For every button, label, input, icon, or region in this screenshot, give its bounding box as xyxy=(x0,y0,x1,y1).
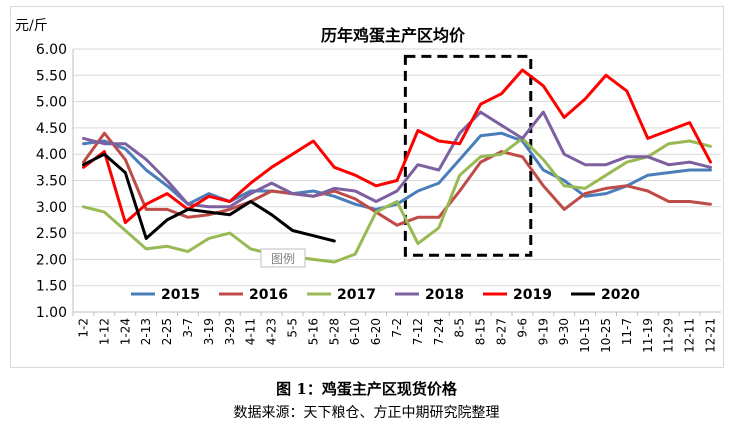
chart-title: 历年鸡蛋主产区均价 xyxy=(321,26,466,45)
highlight-box-layer xyxy=(403,54,533,257)
y-tick-label: 3.50 xyxy=(36,174,67,190)
x-tick-label: 5-5 xyxy=(285,318,299,338)
y-tick-label: 1.50 xyxy=(36,279,67,295)
x-tick-label: 2-25 xyxy=(160,318,174,345)
y-tick-label: 5.00 xyxy=(36,95,67,111)
y-tick-label: 2.50 xyxy=(36,226,67,242)
y-tick-label: 4.50 xyxy=(36,121,67,137)
x-tick-label: 5-28 xyxy=(327,318,341,345)
y-tick-label: 2.00 xyxy=(36,252,67,268)
x-tick-label: 6-10 xyxy=(348,318,362,345)
figure-caption: 图 1：鸡蛋主产区现货价格 xyxy=(276,380,457,398)
legend-label-2018: 2018 xyxy=(425,287,464,303)
y-tick-label: 4.00 xyxy=(36,147,67,163)
series-line-2016 xyxy=(82,131,712,227)
y-tick-label: 1.00 xyxy=(36,305,67,321)
chart-frame: 历年鸡蛋主产区均价 元/斤 1.00 1.50 2.00 2.50 3.00 3.50 4.… xyxy=(10,6,724,368)
x-tick-label: 4-23 xyxy=(265,318,279,345)
x-tick-label: 7-24 xyxy=(432,318,446,345)
x-tick-label: 10-25 xyxy=(599,318,613,353)
x-tick-label: 1-24 xyxy=(118,318,132,345)
y-tick-label: 6.00 xyxy=(36,42,67,58)
x-tick-label: 12-11 xyxy=(683,318,697,353)
data-source: 数据来源：天下粮仓、方正中期研究院整理 xyxy=(233,405,500,421)
highlight-box xyxy=(403,54,533,257)
x-tick-label: 9-30 xyxy=(557,318,571,345)
series-line-2020 xyxy=(82,152,336,243)
legend-label-2015: 2015 xyxy=(161,287,200,303)
legend-label-2019: 2019 xyxy=(513,287,552,303)
x-tick-label: 5-16 xyxy=(306,318,320,345)
x-tick-label: 2-13 xyxy=(139,318,153,345)
x-tick-label: 11-29 xyxy=(662,318,676,353)
x-tick-label: 8-15 xyxy=(474,318,488,345)
y-tick-label: 3.00 xyxy=(36,200,67,216)
series-layer xyxy=(82,68,712,264)
legend-annotation-label: 图例 xyxy=(271,252,295,266)
x-tick-label: 1-2 xyxy=(76,318,90,338)
legend-label-2017: 2017 xyxy=(337,287,376,303)
series-line-2019 xyxy=(82,68,712,225)
x-tick-label: 12-21 xyxy=(704,318,718,353)
x-tick-label: 1-12 xyxy=(97,318,111,345)
x-tick-label: 10-15 xyxy=(578,318,592,353)
x-tick-label: 6-20 xyxy=(369,318,383,345)
x-tick-label: 7-12 xyxy=(411,318,425,345)
x-tick-label: 4-11 xyxy=(244,318,258,345)
x-tick-label: 3-29 xyxy=(223,318,237,345)
y-tick-label: 5.50 xyxy=(36,68,67,84)
x-tick-label: 11-7 xyxy=(620,318,634,345)
x-tick-label: 11-19 xyxy=(641,318,655,353)
x-tick-label: 9-6 xyxy=(515,318,529,338)
x-tick-label: 8-27 xyxy=(495,318,509,345)
chart-svg: 历年鸡蛋主产区均价 元/斤 1.00 1.50 2.00 2.50 3.00 3.50 4.… xyxy=(15,18,721,353)
legend-label-2020: 2020 xyxy=(601,287,640,303)
x-tick-label: 3-19 xyxy=(202,318,216,345)
x-tick-label: 8-5 xyxy=(453,318,467,338)
series-line-2015 xyxy=(82,131,712,211)
x-tick-label: 3-7 xyxy=(181,318,195,338)
series-line-2017 xyxy=(82,136,712,264)
axis-layer: 1.00 1.50 2.00 2.50 3.00 3.50 4.00 4.50 5.00 5.50… xyxy=(36,42,721,353)
legend-label-2016: 2016 xyxy=(249,287,288,303)
legend-annotation: 图例 xyxy=(260,248,306,268)
y-axis-label: 元/斤 xyxy=(15,18,48,34)
legend: 2015 2016 2017 2018 2019 2020 xyxy=(131,287,640,303)
series-line-2018 xyxy=(82,110,712,209)
x-tick-label: 9-19 xyxy=(536,318,550,345)
x-tick-label: 7-2 xyxy=(390,318,404,338)
